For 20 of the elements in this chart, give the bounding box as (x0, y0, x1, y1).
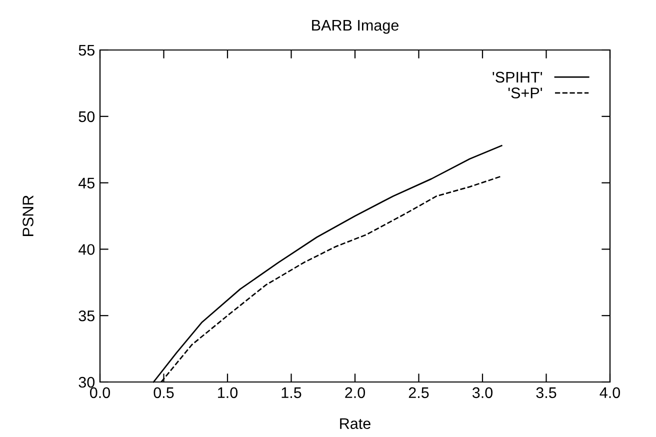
y-tick-label: 40 (78, 244, 95, 255)
chart-title: BARB Image (312, 20, 398, 34)
y-axis-title: PSNR (22, 195, 34, 236)
x-tick-label: 3.5 (536, 387, 556, 398)
x-tick-label: 0.5 (154, 387, 174, 398)
y-tick-label: 55 (78, 45, 94, 56)
legend-label: 'SPIHT' (492, 72, 542, 83)
y-tick-label: 45 (78, 178, 94, 188)
x-tick-label: 2.5 (408, 387, 429, 398)
x-tick-label: 4.0 (600, 387, 620, 398)
legend-label: 'S+P' (508, 88, 542, 98)
x-axis-title: Rate (340, 418, 370, 429)
x-tick-label: 2.0 (345, 387, 366, 398)
x-tick-label: 0.0 (90, 387, 110, 398)
x-tick-label: 3.0 (472, 387, 493, 398)
y-tick-label: 50 (78, 111, 95, 122)
x-tick-label: 1.0 (218, 387, 238, 398)
y-tick-label: 35 (78, 310, 94, 322)
y-tick-label: 30 (78, 376, 95, 388)
x-tick-label: 1.5 (282, 387, 302, 398)
